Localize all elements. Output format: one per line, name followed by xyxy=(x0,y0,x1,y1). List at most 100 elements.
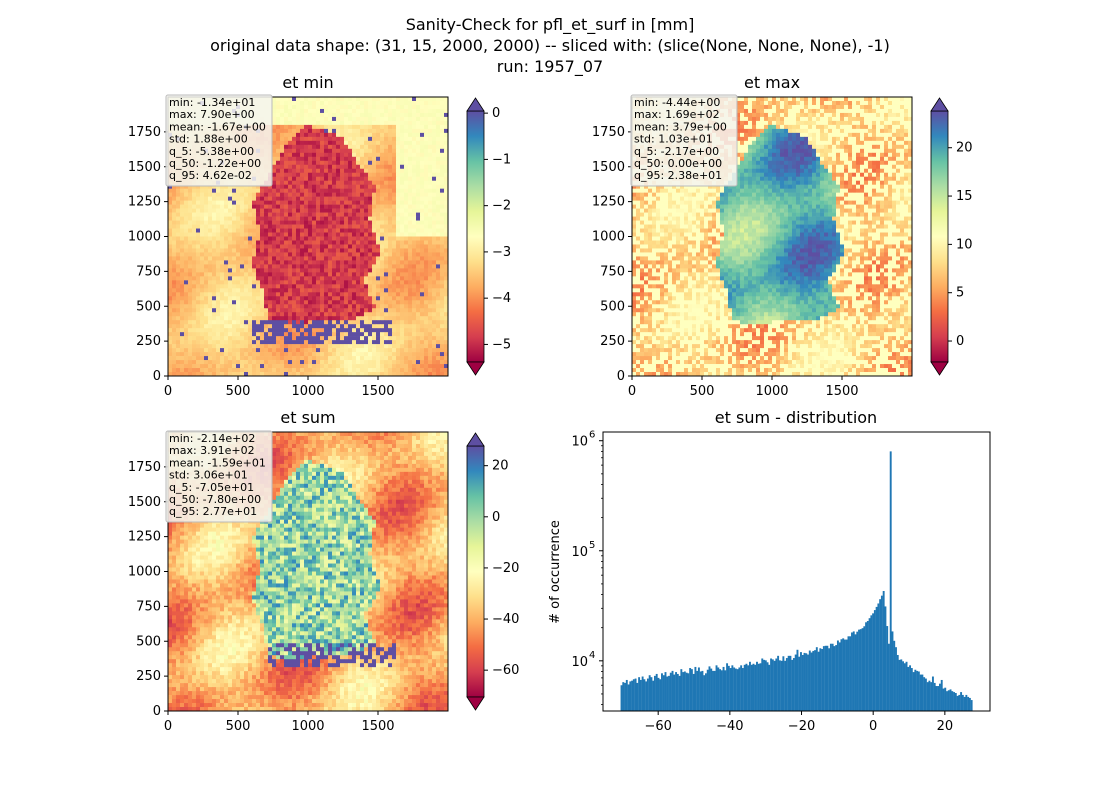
histogram-bar xyxy=(828,648,831,711)
colorbar-gradient xyxy=(466,445,485,698)
histogram-bar xyxy=(706,669,709,711)
histogram-bar xyxy=(852,631,855,711)
stats-line: std: 1.88e+00 xyxy=(169,133,248,146)
histogram-bar xyxy=(798,656,801,711)
histogram-bar xyxy=(865,622,868,711)
stats-line: q_50: -7.80e+00 xyxy=(169,493,261,506)
stats-line: q_5: -2.17e+00 xyxy=(634,145,719,158)
y-tick-label: 500 xyxy=(600,299,625,314)
histogram-bar xyxy=(787,655,790,711)
y-tick-exponent: 5 xyxy=(589,540,595,551)
histogram-bar xyxy=(778,660,781,711)
histogram-bar xyxy=(924,678,927,711)
histogram-bar xyxy=(887,643,890,711)
histogram-bar xyxy=(622,682,625,711)
histogram-bar xyxy=(970,700,973,711)
y-tick-label: 1500 xyxy=(592,160,625,175)
colorbar-tick-label: −5 xyxy=(492,337,511,352)
histogram-bar xyxy=(722,666,725,711)
histogram-bar xyxy=(785,658,788,711)
x-tick-label: 1000 xyxy=(291,384,324,399)
histogram-bar xyxy=(961,694,964,711)
histogram-bar xyxy=(641,676,644,711)
stats-line: q_95: 2.77e+01 xyxy=(169,505,257,518)
histogram-bar xyxy=(844,639,846,711)
map-image xyxy=(168,97,449,377)
histogram-bar xyxy=(703,675,706,711)
histogram-bar xyxy=(917,671,920,711)
histogram-bar xyxy=(701,670,704,711)
histogram-bar xyxy=(740,665,743,711)
y-tick-label: 1500 xyxy=(128,495,161,510)
histogram-bar xyxy=(719,669,721,711)
y-tick-exponent: 6 xyxy=(589,430,595,441)
panel-title: et min xyxy=(282,73,333,92)
colorbar-tick-label: 0 xyxy=(492,106,500,121)
x-tick-label: −40 xyxy=(716,719,743,734)
histogram-bar xyxy=(873,610,876,711)
colorbar-tick-label: 0 xyxy=(956,334,964,349)
histogram-bar xyxy=(747,665,750,711)
histogram-bar xyxy=(815,647,818,711)
y-tick-label: 0 xyxy=(153,369,161,384)
histogram-bar xyxy=(960,692,963,711)
histogram-bar xyxy=(914,669,917,711)
colorbar-gradient xyxy=(466,110,485,363)
colorbar-tick-label: 0 xyxy=(492,510,500,525)
histogram-bar xyxy=(705,673,707,711)
histogram-bar xyxy=(646,678,649,711)
y-tick-label: 250 xyxy=(600,334,625,349)
histogram-bar xyxy=(625,679,628,711)
histogram-bar xyxy=(638,677,641,711)
stats-line: min: -2.14e+02 xyxy=(169,432,255,445)
histogram-bar xyxy=(671,670,674,711)
x-tick-label: 0 xyxy=(164,719,172,734)
histogram-bar xyxy=(655,673,658,711)
histogram-bar xyxy=(661,673,663,711)
colorbar-extend-bottom xyxy=(466,696,485,711)
histogram-bar xyxy=(942,688,945,711)
histogram-bar xyxy=(858,629,860,711)
histogram-bar xyxy=(652,680,655,711)
histogram-bar xyxy=(629,681,632,711)
histogram-bar xyxy=(676,673,679,711)
histogram-bar xyxy=(627,684,630,711)
plot-frame xyxy=(602,431,991,712)
histogram-bar xyxy=(634,678,637,711)
histogram-bar xyxy=(956,695,959,711)
x-tick-label: 0 xyxy=(628,384,636,399)
histogram-bar xyxy=(757,663,760,711)
colorbar-tick-label: 5 xyxy=(956,286,964,301)
y-tick-label: 750 xyxy=(600,264,625,279)
histogram-bar xyxy=(708,666,711,711)
histogram-bar xyxy=(780,660,783,711)
y-tick-label: 10 xyxy=(571,655,588,670)
histogram-bar xyxy=(692,673,695,711)
colorbar-tick-label: 10 xyxy=(956,237,973,252)
histogram-bar xyxy=(946,691,948,711)
histogram-bar xyxy=(817,651,820,711)
histogram-bar xyxy=(954,693,957,711)
histogram-bar xyxy=(800,652,802,711)
suptitle-line-3: run: 1957_07 xyxy=(497,57,603,77)
histogram-bar xyxy=(680,669,683,711)
histogram-bar xyxy=(713,670,716,711)
histogram-bar xyxy=(766,662,769,711)
stats-line: mean: -1.67e+00 xyxy=(169,120,266,133)
histogram-bar xyxy=(849,636,852,711)
x-tick-label: 20 xyxy=(937,719,954,734)
histogram-bar xyxy=(726,663,729,711)
histogram-bar xyxy=(889,451,892,711)
histogram-bar xyxy=(842,638,845,711)
histogram-bar xyxy=(937,686,940,711)
histogram-bar xyxy=(720,670,723,711)
histogram-bar xyxy=(819,648,822,711)
panel-et-max: et max 0 500 1000 1500 0 250 500 750 1000 1250 15… xyxy=(592,73,973,399)
colorbar-extend-bottom xyxy=(930,361,949,376)
histogram-bar xyxy=(650,677,653,711)
colorbar-tick-label: −3 xyxy=(492,245,511,260)
x-axis: 0 500 1000 1500 xyxy=(628,376,859,399)
colorbar-tick-label: −60 xyxy=(492,663,519,678)
